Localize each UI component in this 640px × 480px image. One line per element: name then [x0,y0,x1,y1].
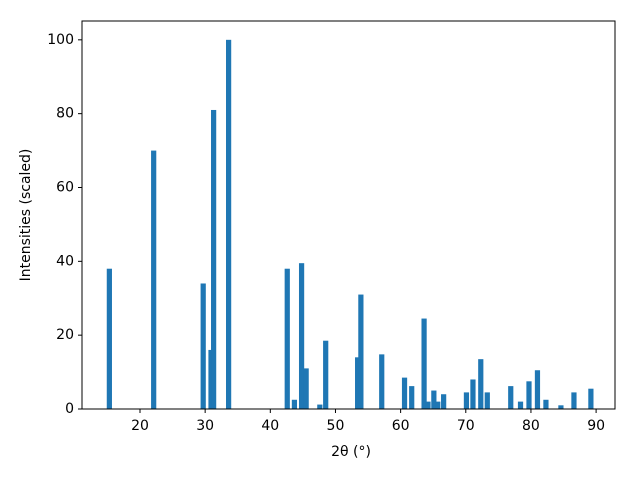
bar [323,340,329,409]
bar [421,318,427,409]
bar [226,39,232,409]
bar [534,370,541,409]
bar [484,392,490,409]
bar [355,357,361,409]
y-axis-label: Intensities (scaled) [18,149,34,282]
bar [558,405,564,409]
bar [425,401,431,409]
y-tick-label: 40 [56,253,74,269]
bar [478,359,484,409]
bar [200,283,206,409]
bar [517,401,524,409]
x-tick-label: 90 [587,418,605,434]
bar [409,386,415,409]
x-tick-label: 60 [392,418,410,434]
bar [463,392,470,409]
bar [435,401,441,409]
x-tick-label: 40 [261,418,279,434]
y-tick-label: 0 [65,401,74,417]
bar [441,394,447,409]
bar [151,150,157,409]
bar [526,381,532,409]
x-tick-label: 80 [522,418,540,434]
y-tick-label: 80 [56,106,74,122]
bar [470,379,476,409]
y-tick-label: 20 [56,327,74,343]
bar [571,392,577,409]
plot-frame [81,20,616,410]
bar [291,399,298,409]
bar [401,377,408,409]
bar [358,294,364,409]
bar [379,354,385,409]
bar [543,399,549,409]
bar [298,263,305,409]
x-tick-label: 50 [327,418,345,434]
x-tick-label: 70 [457,418,475,434]
bar [303,368,309,409]
y-tick-label: 100 [47,32,74,48]
bar [588,388,594,409]
bar [106,268,112,409]
bar [317,404,323,409]
bar [508,386,514,409]
bar [431,390,437,409]
x-tick-label: 30 [196,418,214,434]
x-tick-label: 20 [131,418,149,434]
x-axis-label: 2θ (°) [331,444,371,460]
bar [211,109,217,409]
bar [284,268,290,409]
y-tick-label: 60 [56,179,74,195]
